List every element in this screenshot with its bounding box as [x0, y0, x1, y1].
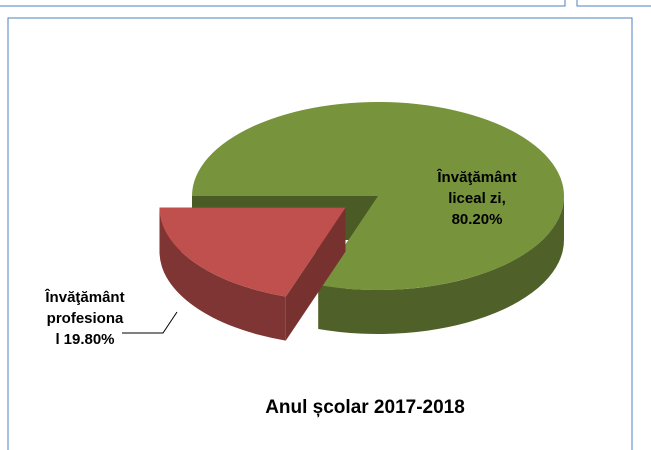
slice-side: [318, 196, 564, 334]
leader-line: [122, 311, 178, 334]
data-label: Învăţământ liceal zi, 80.20%: [436, 168, 516, 228]
cell-border: [0, 0, 566, 7]
label-line: Învăţământ: [44, 288, 124, 306]
label-line: Învăţământ: [436, 168, 516, 186]
value-label: 80.20%: [452, 211, 503, 228]
data-label: Învăţământ profesiona l 19.80%: [44, 288, 124, 348]
label-line: profesiona: [47, 310, 124, 327]
slice-top: [159, 207, 346, 297]
value-label: 19.80%: [64, 331, 115, 348]
slice-top: [192, 102, 564, 290]
label-line: l: [55, 331, 59, 348]
label-line: liceal zi,: [448, 190, 506, 207]
pie-slice: [159, 207, 346, 341]
chart-title: Anul școlar 2017-2018: [265, 397, 465, 418]
cell-border: [576, 0, 651, 7]
slice-side: [159, 207, 286, 341]
chart-frame: [7, 17, 633, 450]
